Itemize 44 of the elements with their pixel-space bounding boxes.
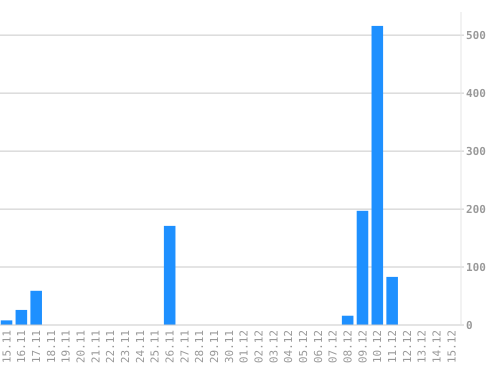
x-tick-label: 04.12 (282, 330, 296, 364)
y-tick-label: 300 (466, 144, 486, 158)
bar (30, 290, 42, 325)
x-tick-label: 13.12 (416, 330, 429, 364)
x-tick-label: 30.11 (222, 330, 236, 364)
x-tick-label: 24.11 (134, 330, 147, 364)
x-tick-label: 18.11 (44, 330, 58, 364)
x-tick-label: 29.11 (208, 330, 222, 364)
x-tick-label: 08.12 (342, 330, 355, 364)
x-tick-label: 11.12 (386, 330, 399, 364)
x-tick-label: 16.11 (15, 330, 28, 364)
x-tick-label: 12.12 (400, 330, 414, 364)
x-tick-label: 03.12 (267, 330, 280, 364)
bar (356, 210, 368, 325)
bar (372, 26, 384, 325)
y-tick-label: 500 (466, 29, 486, 42)
x-tick-label: 14.12 (430, 330, 444, 364)
x-tick-label: 10.12 (371, 330, 384, 364)
x-tick-label: 22.11 (104, 330, 118, 364)
x-tick-label: 09.12 (356, 330, 370, 364)
bar (386, 276, 398, 325)
bar (164, 226, 176, 325)
x-tick-label: 05.12 (297, 330, 310, 364)
y-tick-label: 100 (466, 260, 486, 274)
x-tick-label: 23.11 (119, 330, 132, 364)
x-tick-label: 07.12 (326, 330, 340, 364)
y-tick-label: 400 (466, 87, 486, 100)
x-tick-label: 15.12 (445, 330, 458, 364)
x-tick-label: 25.11 (148, 330, 162, 364)
y-tick-label: 200 (466, 202, 486, 216)
bar (342, 316, 354, 325)
x-tick-label: 01.12 (238, 330, 251, 364)
x-tick-label: 21.11 (89, 330, 102, 364)
x-tick-label: 06.12 (312, 330, 325, 364)
x-tick-label: 28.11 (193, 330, 206, 364)
x-tick-label: 17.11 (30, 330, 44, 364)
y-tick-label: 0 (466, 318, 473, 332)
x-tick-label: 20.11 (74, 330, 88, 364)
x-tick-label: 19.11 (60, 330, 73, 364)
x-tick-label: 27.11 (178, 330, 192, 364)
bar (16, 310, 28, 325)
x-tick-label: 15.11 (0, 330, 14, 364)
x-tick-label: 26.11 (164, 330, 177, 364)
x-tick-label: 02.12 (252, 330, 266, 364)
